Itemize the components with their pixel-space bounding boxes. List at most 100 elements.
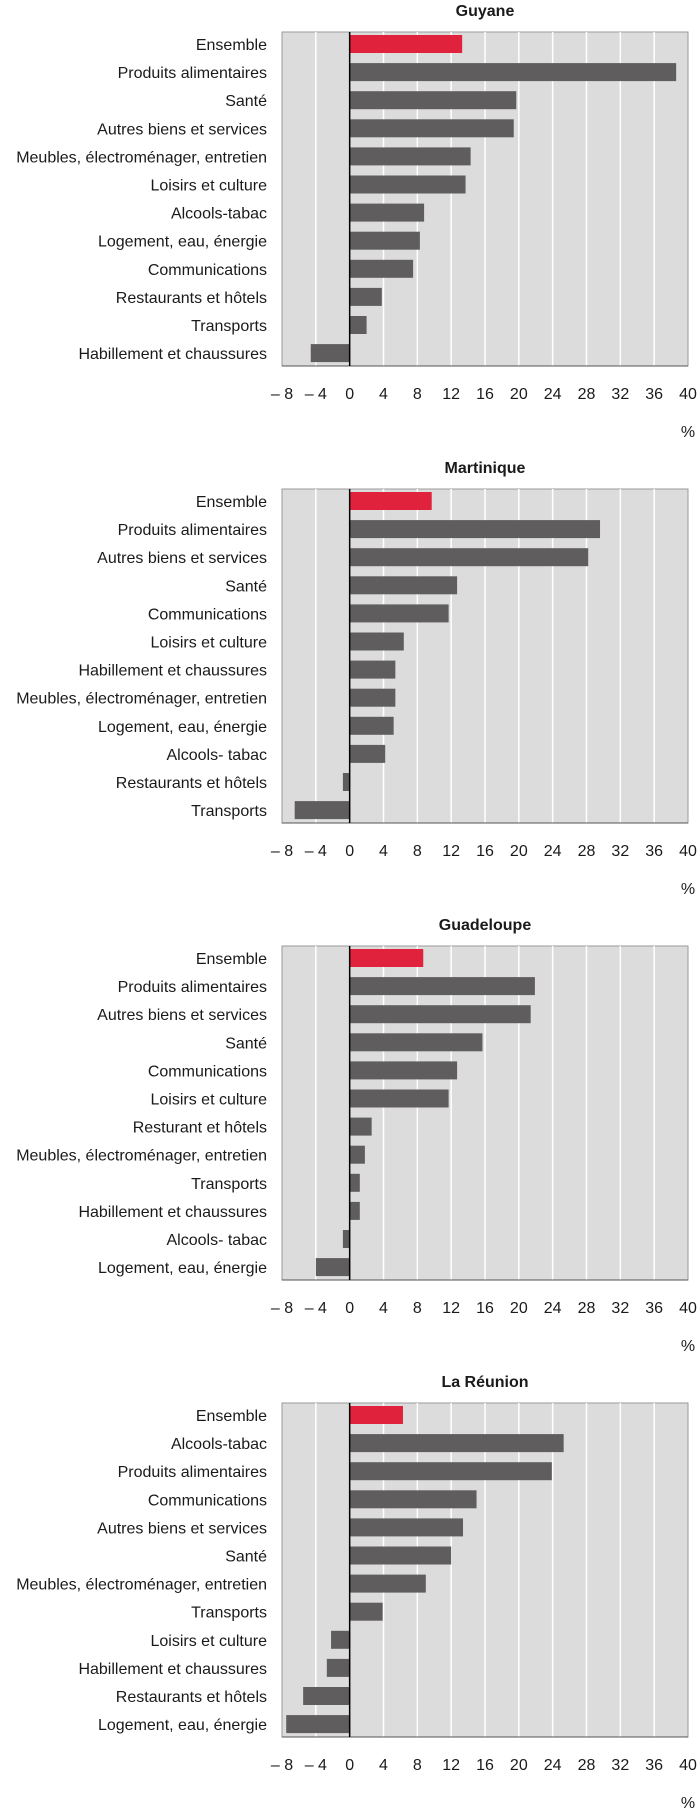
category-label: Produits alimentaires: [118, 522, 267, 539]
category-label: Communications: [148, 1492, 267, 1509]
tick-label: 0: [345, 1757, 354, 1774]
bar: [349, 1033, 483, 1052]
category-label: Ensemble: [196, 37, 267, 54]
tick-label: 24: [544, 386, 562, 403]
bar: [349, 604, 449, 623]
tick-label: 20: [510, 386, 528, 403]
tick-label: 4: [379, 386, 388, 403]
category-label: Ensemble: [196, 951, 267, 968]
category-label: Produits alimentaires: [118, 979, 267, 996]
category-label: Produits alimentaires: [118, 65, 267, 82]
tick-label: 0: [345, 1300, 354, 1317]
bar: [349, 977, 535, 996]
bar: [349, 203, 425, 222]
tick-label: 4: [379, 1300, 388, 1317]
tick-label: 0: [345, 386, 354, 403]
category-label: Logement, eau, énergie: [98, 234, 267, 251]
category-label: Logement, eau, énergie: [98, 1717, 267, 1734]
tick-label: 40: [679, 386, 697, 403]
category-label: Loisirs et culture: [151, 635, 268, 652]
bar: [315, 1258, 350, 1277]
tick-label: 28: [578, 1300, 596, 1317]
bar: [342, 773, 350, 791]
category-label: Logement, eau, énergie: [98, 1260, 267, 1277]
tick-label: 4: [379, 1757, 388, 1774]
bar: [349, 287, 382, 306]
chart-title: Guadeloupe: [439, 917, 532, 934]
bar: [349, 91, 517, 110]
bar: [349, 548, 589, 567]
category-label: Ensemble: [196, 1408, 267, 1425]
category-label: Alcools- tabac: [167, 1232, 268, 1249]
tick-label: 8: [413, 1757, 422, 1774]
tick-label: 12: [442, 1757, 460, 1774]
category-label: Santé: [225, 1549, 267, 1566]
bar: [349, 1574, 426, 1593]
bar-highlight: [349, 949, 424, 967]
bar-highlight: [349, 35, 463, 53]
category-label: Autres biens et services: [97, 121, 267, 138]
tick-label: 32: [611, 386, 629, 403]
tick-label: 12: [442, 843, 460, 860]
category-label: Meubles, électroménager, entretien: [16, 1577, 267, 1594]
unit-label: %: [681, 1795, 695, 1810]
category-label: Meubles, électroménager, entretien: [16, 691, 267, 708]
bar: [349, 259, 414, 278]
bar: [349, 520, 601, 539]
tick-label: – 8: [271, 386, 293, 403]
tick-label: – 4: [305, 843, 327, 860]
chart-title: Martinique: [445, 460, 526, 477]
bar: [349, 231, 420, 250]
category-label: Alcools-tabac: [171, 206, 267, 223]
tick-label: 28: [578, 843, 596, 860]
category-label: Santé: [225, 93, 267, 110]
category-label: Communications: [148, 606, 267, 623]
category-label: Transports: [191, 1605, 267, 1622]
bar: [349, 1145, 365, 1164]
bar: [349, 716, 394, 735]
tick-label: – 8: [271, 843, 293, 860]
bar: [349, 316, 367, 334]
tick-label: 32: [611, 1300, 629, 1317]
tick-label: 36: [645, 1300, 663, 1317]
tick-label: 16: [476, 843, 494, 860]
unit-label: %: [681, 881, 695, 898]
chart-panel: Martinique Ensemble Produits alimentaires A…: [16, 460, 697, 898]
bar: [349, 632, 404, 651]
tick-label: 36: [645, 386, 663, 403]
bar: [349, 1546, 452, 1565]
tick-label: 24: [544, 843, 562, 860]
chart-panel: La Réunion Ensemble Alcools-tabac Produits …: [16, 1374, 697, 1812]
category-label: Produits alimentaires: [118, 1464, 267, 1481]
bar: [349, 1061, 458, 1080]
bar: [303, 1687, 350, 1705]
tick-label: 24: [544, 1300, 562, 1317]
bar: [331, 1630, 350, 1649]
bar: [349, 175, 466, 194]
tick-label: 20: [510, 1757, 528, 1774]
bar: [349, 576, 458, 595]
tick-label: 40: [679, 1757, 697, 1774]
tick-label: 16: [476, 386, 494, 403]
bar-highlight: [349, 492, 432, 510]
bar: [349, 63, 677, 82]
bar: [349, 119, 514, 138]
category-label: Santé: [225, 578, 267, 595]
bar: [349, 1117, 372, 1136]
chart-panel: Guyane Ensemble Produits alimentaires Santé…: [16, 3, 697, 441]
tick-label: – 4: [305, 386, 327, 403]
bar: [349, 1201, 360, 1220]
bar: [349, 1490, 477, 1509]
tick-label: 20: [510, 1300, 528, 1317]
category-label: Restaurants et hôtels: [116, 775, 267, 792]
chart-title: Guyane: [456, 3, 515, 20]
category-label: Communications: [148, 1063, 267, 1080]
tick-label: 20: [510, 843, 528, 860]
category-label: Habillement et chaussures: [78, 663, 267, 680]
tick-label: – 8: [271, 1300, 293, 1317]
category-label: Loisirs et culture: [151, 1092, 268, 1109]
category-label: Loisirs et culture: [151, 1633, 268, 1650]
tick-label: 4: [379, 843, 388, 860]
bar: [310, 344, 350, 363]
bar: [349, 1434, 564, 1453]
